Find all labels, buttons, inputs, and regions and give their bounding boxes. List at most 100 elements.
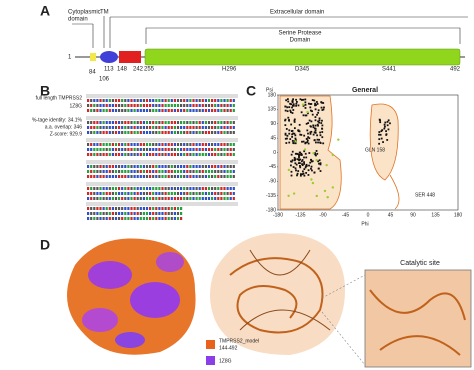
residue-mark (214, 121, 217, 124)
residue-mark (180, 197, 183, 200)
residue-mark (124, 131, 127, 134)
residue-point (293, 127, 296, 130)
residue-mark (201, 187, 204, 190)
residue-mark (142, 212, 145, 215)
residue-mark (105, 192, 108, 195)
residue-mark (121, 121, 124, 124)
residue-mark (220, 192, 223, 195)
residue-mark (214, 153, 217, 156)
residue-mark (183, 153, 186, 156)
residue-mark (180, 121, 183, 124)
residue-mark (155, 207, 158, 210)
residue-point (302, 98, 305, 101)
residue-mark (139, 175, 142, 178)
residue-mark (232, 175, 235, 178)
residue-point (310, 158, 312, 161)
residue-mark (211, 192, 214, 195)
residue-mark (139, 170, 142, 173)
residue-mark (105, 148, 108, 151)
residue-mark (198, 165, 201, 168)
residue-point (307, 112, 309, 115)
alignment-block (86, 160, 238, 164)
residue-mark (173, 104, 176, 107)
residue-point (291, 135, 294, 138)
residue-mark (90, 207, 93, 210)
residue-mark (214, 165, 217, 168)
residue-mark (173, 165, 176, 168)
residue-mark (226, 126, 229, 129)
residue-mark (217, 197, 220, 200)
residue-mark (226, 148, 229, 151)
residue-mark (93, 217, 96, 220)
residue-point (297, 170, 300, 172)
residue-mark (152, 212, 155, 215)
residue-mark (192, 99, 195, 102)
residue-mark (183, 148, 186, 151)
alignment-block (86, 138, 238, 142)
residue-point (287, 116, 290, 119)
residue-mark (195, 153, 198, 156)
residue-mark (139, 148, 142, 151)
favored-region (369, 103, 399, 181)
residue-mark (173, 207, 176, 210)
residue-mark (176, 197, 180, 200)
residue-mark (232, 121, 235, 124)
residue-point (318, 162, 320, 165)
residue-point (288, 132, 291, 135)
residue-mark (201, 148, 204, 151)
residue-mark (127, 153, 130, 156)
residue-mark (136, 165, 139, 168)
residue-mark (121, 104, 124, 107)
residue-mark (108, 212, 111, 215)
residue-mark (130, 131, 133, 134)
residue-mark (99, 104, 102, 107)
alignment-block (86, 182, 238, 186)
residue-mark (226, 192, 229, 195)
residue-mark (105, 143, 108, 146)
x-tick-label: -135 (295, 212, 305, 218)
residue-mark (164, 131, 167, 134)
residue-mark (204, 187, 207, 190)
x-tick-label: 0 (367, 212, 370, 218)
residue-mark (232, 109, 235, 112)
residue-mark (127, 207, 130, 210)
residue-mark (192, 165, 195, 168)
residue-mark (114, 131, 118, 134)
residue-mark (142, 148, 145, 151)
residue-mark (127, 131, 130, 134)
residue-mark (223, 143, 226, 146)
residue-point (322, 102, 325, 104)
residue-point (309, 125, 312, 128)
residue-mark (102, 192, 105, 195)
y-tick-label: -180 (266, 207, 276, 213)
residue-mark (223, 187, 226, 190)
residue-mark (198, 192, 201, 195)
residue-mark (111, 99, 114, 102)
residue-mark (198, 104, 201, 107)
residue-mark (114, 143, 118, 146)
residue-mark (108, 131, 111, 134)
axis-label: Psi (266, 87, 273, 93)
residue-mark (152, 126, 155, 129)
residue-point (286, 137, 288, 140)
residue-mark (201, 104, 204, 107)
residue-mark (149, 207, 152, 210)
residue-mark (189, 165, 192, 168)
residue-point (304, 141, 307, 144)
allowed-region (389, 174, 400, 210)
residue-mark (145, 126, 149, 129)
residue-mark (180, 175, 183, 178)
residue-mark (105, 153, 108, 156)
residue-point (284, 109, 287, 112)
residue-point (296, 174, 298, 177)
residue-mark (183, 126, 186, 129)
residue-point (301, 163, 303, 166)
residue-mark (114, 217, 118, 220)
residue-point (299, 173, 302, 176)
residue-point (284, 133, 287, 136)
residue-mark (173, 153, 176, 156)
residue-mark (152, 148, 155, 151)
residue-mark (164, 126, 167, 129)
x-tick-label: 90 (410, 212, 416, 218)
residue-mark (229, 148, 232, 151)
